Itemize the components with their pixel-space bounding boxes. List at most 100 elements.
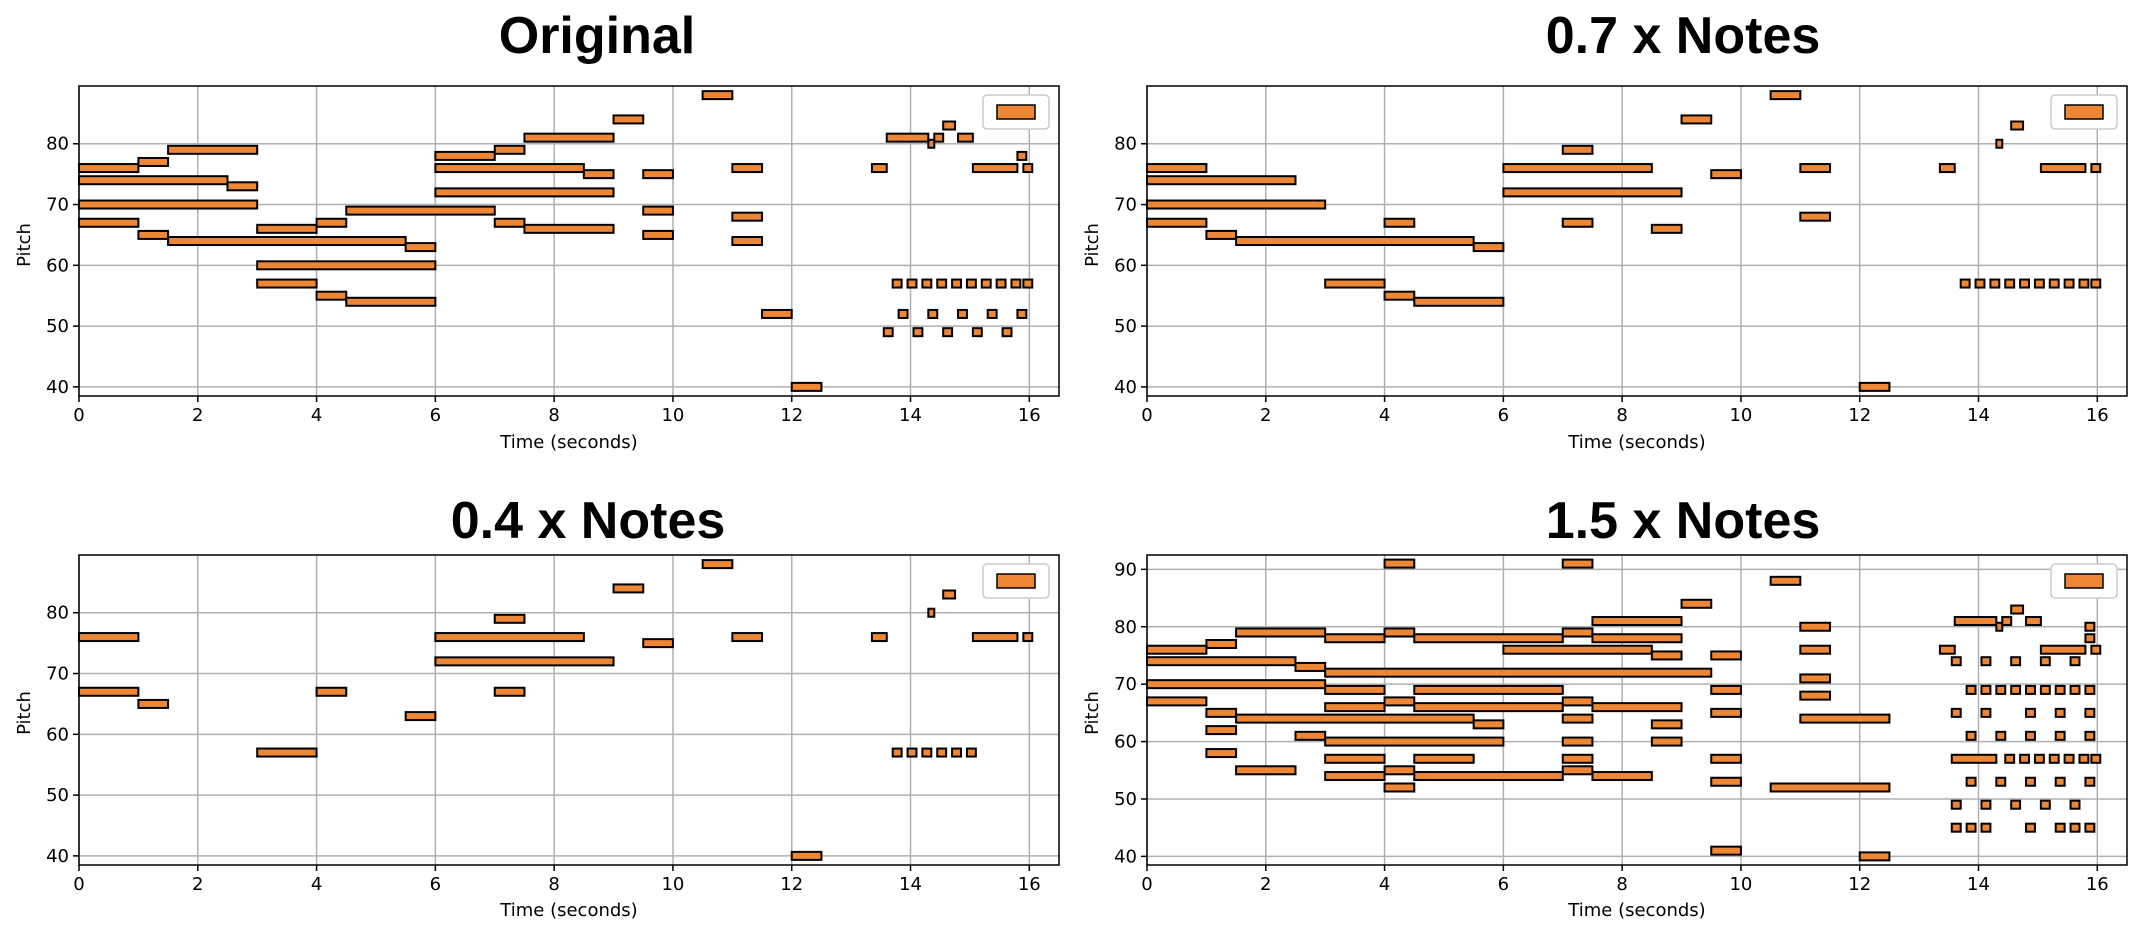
note-bar [1650, 736, 1683, 747]
note-bar [1680, 114, 1713, 125]
note-bar [2048, 753, 2060, 764]
note-bar [493, 613, 526, 624]
note-bar [1235, 236, 1475, 246]
note-bar [1146, 175, 1297, 186]
y-tick-label: 60 [1114, 255, 1137, 276]
note-bar [493, 217, 526, 228]
note-bar [1561, 753, 1594, 764]
y-tick-label: 70 [46, 664, 69, 685]
note-bar [2090, 163, 2102, 174]
note-bar [790, 381, 823, 392]
note-bar [1995, 684, 2007, 695]
x-axis-label: Time (seconds) [499, 900, 637, 921]
note-bar [1561, 217, 1594, 228]
y-tick-label: 80 [1114, 617, 1137, 638]
note-bar [1965, 730, 1977, 741]
note-bar [1502, 163, 1653, 174]
note-bar [870, 632, 888, 643]
note-bar [78, 199, 259, 210]
note-bar [1995, 730, 2007, 741]
note-bar [1980, 799, 1992, 810]
note-bar [1950, 656, 1962, 667]
note-bar [345, 205, 496, 216]
panel-1-5x-notes: 1.5 x Notes Time (seconds) Pitch 0 2 4 6 8 10… [1082, 492, 2128, 921]
note-bar [1022, 163, 1034, 174]
note-bar [2069, 656, 2081, 667]
note-bar [1383, 627, 1416, 638]
note-bar [1938, 644, 1956, 655]
note-bar [1294, 730, 1327, 741]
note-bar [1995, 138, 2004, 149]
note-bar [1413, 633, 1564, 644]
note-bar [1324, 278, 1386, 289]
note-bar [434, 150, 496, 161]
x-tick-label: 2 [192, 405, 203, 426]
x-axis-label: Time (seconds) [1567, 900, 1705, 921]
note-bar [1950, 799, 1962, 810]
note-bar [1799, 211, 1832, 222]
x-tick-label: 14 [899, 405, 922, 426]
note-bar [167, 236, 407, 246]
x-tick-label: 2 [1260, 405, 1271, 426]
x-tick-label: 8 [548, 874, 559, 895]
note-bar [404, 242, 437, 253]
x-tick-label: 12 [780, 405, 803, 426]
note-bar [2084, 707, 2096, 718]
x-tick-label: 14 [1967, 874, 1990, 895]
note-bar [612, 114, 645, 125]
y-axis-label: Pitch [14, 223, 35, 267]
y-tick-label: 80 [1114, 134, 1137, 155]
note-bar [2039, 799, 2051, 810]
note-bar [2084, 633, 2096, 644]
y-tick-label: 80 [46, 603, 69, 624]
note-bar [1205, 638, 1238, 649]
note-bar [1965, 776, 1977, 787]
note-bar [2063, 278, 2075, 289]
y-tick-label: 60 [46, 724, 69, 745]
note-bar [1235, 713, 1475, 724]
x-tick-label: 8 [1616, 405, 1627, 426]
note-bar [1769, 782, 1891, 793]
x-tick-label: 6 [1498, 874, 1509, 895]
note-bar [1995, 776, 2007, 787]
axes-frame [78, 85, 1060, 397]
note-bar [1022, 278, 1034, 289]
note-bar [1205, 707, 1238, 718]
note-bar [921, 747, 933, 758]
note-bar [2069, 799, 2081, 810]
note-bar [256, 747, 318, 758]
y-tick-label: 40 [1114, 377, 1137, 398]
note-bar [1502, 187, 1683, 198]
note-bar [2084, 621, 2096, 632]
note-bar [2025, 684, 2036, 695]
x-tick-label: 16 [1018, 874, 1041, 895]
note-bar [434, 656, 615, 667]
x-tick-label: 2 [192, 874, 203, 895]
note-bar [2025, 776, 2036, 787]
y-tick-label: 80 [46, 134, 69, 155]
note-bar [912, 327, 924, 338]
note-bar [642, 229, 674, 240]
note-bar [523, 223, 615, 234]
note-bar [942, 120, 957, 131]
note-bar [1799, 690, 1832, 701]
note-bar [1324, 702, 1386, 713]
note-bar [1001, 327, 1013, 338]
panel-0-4x-notes: 0.4 x Notes Time (seconds) Pitch 0 2 4 6 8 10… [14, 492, 1060, 921]
note-bar [701, 90, 734, 101]
x-tick-label: 10 [661, 405, 684, 426]
note-bar [1146, 163, 1208, 174]
note-bar [1710, 169, 1742, 180]
legend [2050, 94, 2118, 130]
x-tick-label: 12 [1848, 405, 1871, 426]
note-bar [957, 132, 974, 143]
note-bar [921, 278, 933, 289]
note-bar [642, 638, 674, 649]
panel-title: 0.7 x Notes [1546, 7, 1821, 65]
x-tick-label: 0 [73, 405, 84, 426]
note-bar [1710, 650, 1742, 661]
x-axis-label: Time (seconds) [1567, 432, 1705, 453]
note-bar [137, 229, 170, 240]
x-tick-label: 10 [661, 874, 684, 895]
note-bar [315, 686, 348, 697]
